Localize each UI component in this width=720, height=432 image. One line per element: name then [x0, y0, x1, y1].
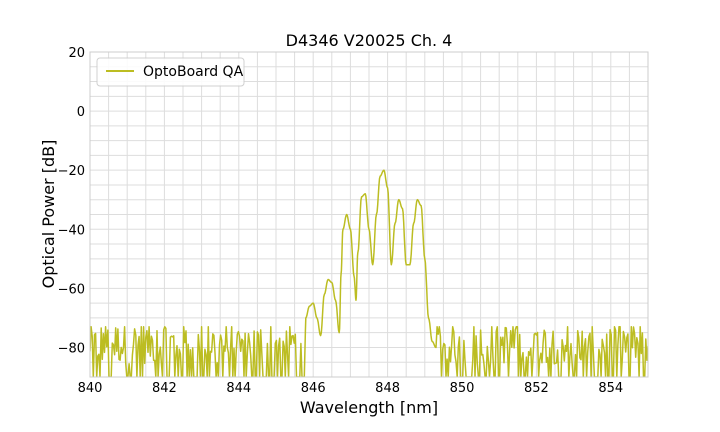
x-tick-label: 852: [524, 381, 549, 396]
y-tick-label: −60: [58, 282, 85, 297]
x-tick-label: 846: [301, 381, 326, 396]
x-axis-label: Wavelength [nm]: [300, 398, 438, 417]
x-tick-label: 842: [152, 381, 177, 396]
y-tick-label: −40: [58, 223, 85, 238]
y-tick-label: −80: [58, 341, 85, 356]
legend-box: [96, 57, 245, 87]
data-layer: [90, 169, 648, 377]
series-line-optoboard-qa: [90, 169, 648, 377]
legend: OptoBoard QA: [96, 57, 245, 87]
y-tick-label: 0: [77, 105, 85, 120]
y-axis-label: Optical Power [dB]: [39, 140, 58, 289]
chart-title: D4346 V20025 Ch. 4: [286, 31, 453, 50]
x-tick-label: 848: [375, 381, 400, 396]
plot-frame: [89, 51, 649, 378]
x-tick-label: 850: [450, 381, 475, 396]
grid: [89, 51, 649, 378]
y-ticks: −80 −60 −40 −20 0 20: [58, 46, 85, 356]
legend-label: OptoBoard QA: [143, 64, 244, 80]
x-ticks: 840 842 844 846 848 850 852 854: [78, 381, 624, 396]
y-tick-label: −20: [58, 164, 85, 179]
y-tick-label: 20: [68, 46, 85, 61]
x-tick-label: 840: [78, 381, 103, 396]
x-tick-label: 854: [598, 381, 623, 396]
x-tick-label: 844: [226, 381, 251, 396]
